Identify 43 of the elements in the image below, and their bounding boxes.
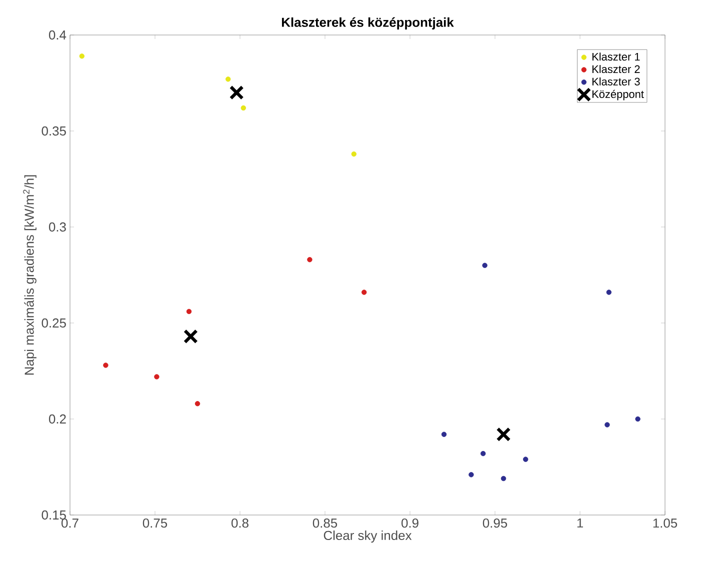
- y-axis-title: Napi maximális gradiens [kW/m$^{2}$/h]: [23, 175, 36, 375]
- point: [351, 151, 357, 157]
- legend-label: Klaszter 1: [592, 52, 640, 61]
- x-tick-label: 0.95: [482, 518, 508, 528]
- legend-label: Középpont: [592, 90, 644, 100]
- y-tick-label: 0.3: [48, 222, 66, 232]
- x-tick-label: 0.8: [232, 518, 248, 528]
- point: [229, 85, 244, 100]
- point: [226, 76, 231, 82]
- point: [307, 257, 312, 262]
- point: [606, 290, 612, 295]
- point: [500, 476, 506, 482]
- point: [441, 432, 447, 437]
- point: [635, 416, 640, 422]
- point: [186, 308, 192, 314]
- point: [480, 450, 486, 456]
- y-tick-label: 0.2: [48, 414, 66, 424]
- point: [523, 456, 528, 462]
- y-tick-label: 0.4: [48, 30, 66, 40]
- legend-label: Klaszter 2: [592, 65, 640, 74]
- x-tick-label: 0.85: [312, 518, 338, 528]
- point: [604, 422, 610, 428]
- point: [482, 262, 488, 268]
- y-tick-label: 0.35: [42, 126, 66, 136]
- point: [468, 472, 474, 478]
- point: [194, 401, 200, 406]
- point: [79, 54, 84, 59]
- x-tick-label: 0.75: [142, 518, 168, 528]
- y-tick-label: 0.25: [42, 318, 66, 328]
- point: [362, 290, 367, 295]
- point: [103, 362, 108, 368]
- chart-title: Klaszterek és középpontjaik: [282, 17, 454, 30]
- x-tick-label: 1: [577, 518, 583, 528]
- point: [183, 329, 198, 344]
- legend-label: Klaszter 3: [592, 77, 640, 86]
- point: [496, 427, 511, 442]
- x-axis-title: Clear sky index: [324, 530, 412, 543]
- x-tick-label: 0.9: [402, 518, 418, 528]
- x-tick-label: 1.05: [653, 518, 678, 528]
- point: [240, 105, 246, 111]
- y-tick-label: 0.15: [42, 510, 66, 520]
- x-tick-label: 0.7: [62, 518, 78, 528]
- point: [154, 374, 160, 380]
